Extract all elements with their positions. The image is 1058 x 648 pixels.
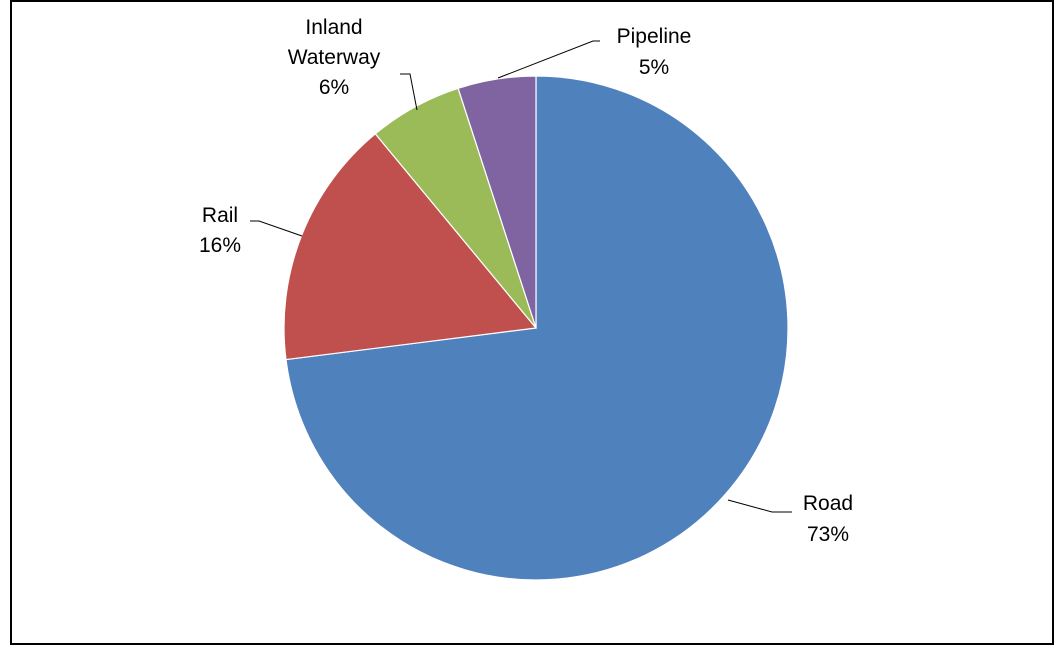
leader-lines xyxy=(250,40,792,513)
pie-chart: Road 73% Rail 16% Inland Waterway 6% Pip… xyxy=(199,16,853,581)
leader-line-road xyxy=(727,499,792,513)
label-pipeline-name: Pipeline xyxy=(617,25,692,48)
label-inland-waterway-line1: Inland xyxy=(305,16,362,39)
label-road-name: Road xyxy=(803,492,853,515)
label-pipeline-value: 5% xyxy=(639,56,669,79)
slice-pipeline xyxy=(457,75,537,329)
leader-line-rail xyxy=(250,220,303,237)
label-rail-name: Rail xyxy=(202,204,238,227)
pie-slices xyxy=(283,75,789,581)
leader-line-pipeline xyxy=(497,40,600,79)
label-road-value: 73% xyxy=(807,523,849,546)
slice-rail xyxy=(283,132,538,361)
chart-frame: Road 73% Rail 16% Inland Waterway 6% Pip… xyxy=(10,0,1054,645)
leader-line-inland-waterway xyxy=(400,73,418,111)
label-inland-waterway-value: 6% xyxy=(319,76,349,99)
slice-road xyxy=(285,75,789,581)
label-inland-waterway-line2: Waterway xyxy=(288,46,381,69)
label-rail-value: 16% xyxy=(199,234,241,257)
